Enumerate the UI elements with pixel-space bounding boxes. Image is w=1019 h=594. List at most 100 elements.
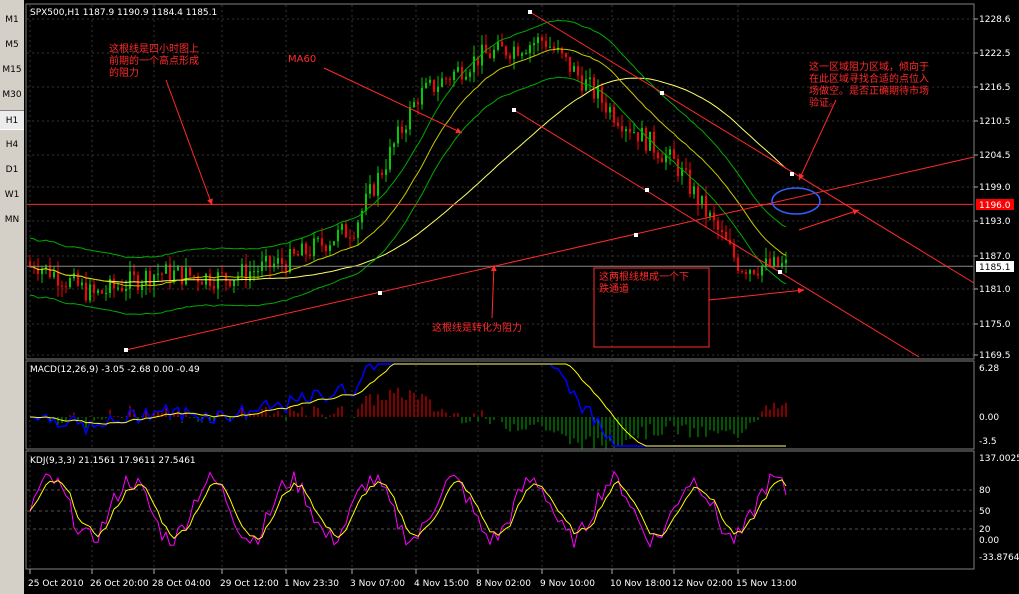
candle-body (589, 77, 591, 80)
candle-body (681, 168, 683, 177)
candle-body (529, 45, 531, 54)
time-axis-label: 8 Nov 02:00 (476, 579, 531, 589)
ma20-line (29, 48, 787, 287)
candle-body (405, 129, 407, 133)
candle-body (657, 152, 659, 159)
kdj-axis-label: 20 (979, 525, 991, 535)
candle-body (285, 264, 287, 272)
candle-body (101, 290, 103, 294)
time-axis-label: 28 Oct 04:00 (152, 579, 211, 589)
price-tag-red (976, 199, 1014, 210)
timeframe-m1[interactable]: M1 (5, 15, 19, 25)
candle-body (649, 131, 651, 151)
time-axis-label: 15 Nov 13:00 (736, 579, 797, 589)
candle-body (189, 267, 191, 276)
kdj-d-line (29, 479, 787, 540)
candle-body (717, 220, 719, 230)
timeframe-w1[interactable]: W1 (4, 190, 20, 200)
candle-body (565, 53, 567, 57)
candle-body (121, 287, 123, 292)
candle-body (49, 265, 51, 278)
rising-support-line (125, 156, 975, 351)
candle-body (409, 107, 411, 130)
timeframe-mn[interactable]: MN (4, 215, 20, 225)
candle-body (53, 271, 55, 278)
candle-body (89, 284, 91, 301)
candle-body (157, 273, 159, 275)
annotation-arrow (798, 209, 860, 231)
candle-body (77, 273, 79, 286)
kdj-header: KDJ(9,3,3) 21.1561 17.9611 27.5461 (30, 456, 196, 466)
candle-body (61, 285, 63, 287)
candle-body (289, 249, 291, 272)
macd-axis-label: 0.00 (979, 413, 999, 423)
candle-body (193, 275, 195, 277)
timeframe-d1[interactable]: D1 (5, 165, 19, 175)
candle-body (165, 264, 167, 274)
annotation-box (593, 267, 710, 348)
candle-body (281, 258, 283, 265)
time-axis-label: 12 Nov 02:00 (672, 579, 733, 589)
candle-body (445, 78, 447, 80)
candle-body (305, 243, 307, 255)
annotation-ma60: MA60 (288, 54, 316, 65)
candle-body (721, 229, 723, 232)
candle-body (81, 282, 83, 286)
kdj-axis-label: 50 (979, 507, 991, 517)
candle-body (497, 41, 499, 50)
candle-body (373, 184, 375, 196)
timeframe-m15[interactable]: M15 (2, 65, 22, 75)
timeframe-m30[interactable]: M30 (2, 90, 22, 100)
candle-body (57, 271, 59, 286)
annotation-resistance-4h-3: 的阻力 (109, 66, 139, 79)
candle-body (385, 169, 387, 175)
candle-body (313, 238, 315, 256)
candle-body (769, 258, 771, 267)
candle-body (641, 128, 643, 142)
channel-lower-line (513, 109, 920, 358)
trendline-anchor (660, 91, 664, 95)
candle-body (473, 56, 475, 73)
price-axis-label: 1199.0 (979, 183, 1011, 193)
candle-body (625, 129, 627, 132)
candle-body (345, 224, 347, 238)
candle-body (141, 284, 143, 290)
candle-body (741, 271, 743, 273)
candle-body (397, 126, 399, 144)
candle-body (65, 286, 67, 288)
timeframe-h4[interactable]: H4 (5, 140, 19, 150)
candle-body (533, 43, 535, 46)
candle-body (665, 154, 667, 163)
price-axis-label: 1169.5 (979, 351, 1011, 361)
candle-body (153, 274, 155, 286)
candle-body (661, 158, 663, 163)
kdj-axis-label: 0.00 (979, 536, 999, 546)
candle-body (709, 212, 711, 217)
candle-body (757, 273, 759, 276)
annotation-channel-2: 跌通道 (599, 282, 629, 295)
candle-body (693, 186, 695, 195)
trendline-anchor (778, 270, 782, 274)
price-axis-label: 1193.0 (979, 217, 1011, 227)
candle-body (177, 266, 179, 271)
annotation-arrow (165, 79, 213, 206)
candle-body (601, 87, 603, 103)
price-axis-label: 1210.5 (979, 117, 1011, 127)
candle-body (73, 273, 75, 279)
candle-body (213, 285, 215, 289)
timeframe-m5[interactable]: M5 (5, 40, 19, 50)
price-axis-label: 1175.0 (979, 320, 1011, 330)
candle-body (737, 257, 739, 272)
candle-body (733, 243, 735, 258)
candle-body (317, 238, 319, 240)
kdj-panel (25, 450, 975, 570)
candle-body (545, 40, 547, 48)
candle-body (353, 237, 355, 239)
candle-body (269, 255, 271, 268)
candle-body (97, 290, 99, 293)
candle-body (653, 131, 655, 153)
candle-body (437, 86, 439, 92)
annotation-zone-3: 场做空。是否正确期待市场 (809, 84, 929, 97)
timeframe-h1[interactable]: H1 (0, 110, 24, 130)
candle-body (745, 272, 747, 274)
